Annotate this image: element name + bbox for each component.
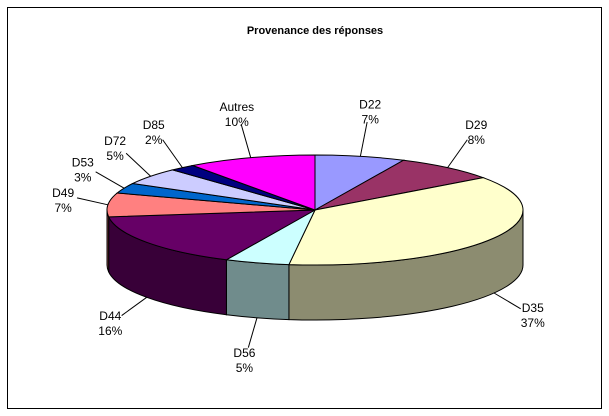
slice-label: D72 [104, 134, 126, 148]
slice-side [225, 259, 290, 321]
leader-line [162, 139, 183, 168]
value-label: 7% [362, 113, 380, 127]
slice-label: D29 [465, 118, 487, 132]
chart-title: Provenance des réponses [247, 25, 383, 37]
leader-line [359, 121, 368, 157]
leader-line [447, 139, 468, 168]
slice-label: D35 [522, 301, 544, 315]
value-label: 5% [236, 361, 254, 375]
value-label: 37% [521, 316, 545, 330]
slice-label: D22 [359, 98, 381, 112]
value-label: 16% [98, 324, 122, 338]
leader-line [493, 292, 521, 310]
slice-label: D56 [233, 346, 255, 360]
value-label: 8% [468, 133, 486, 147]
leader-line [121, 296, 148, 316]
slice-label: D44 [99, 309, 121, 323]
slice-label: D85 [143, 118, 165, 132]
slice-label: Autres [219, 100, 254, 114]
value-label: 2% [145, 133, 163, 147]
slice [288, 177, 524, 266]
leader-line [95, 171, 125, 189]
slice-label: D53 [72, 155, 94, 169]
slice [314, 159, 486, 211]
leader-line [247, 317, 258, 348]
leader-line [240, 124, 252, 158]
value-label: 3% [74, 170, 92, 184]
leader-line [76, 197, 109, 206]
slice-label: D49 [52, 186, 74, 200]
slice-side [106, 209, 110, 273]
value-label: 7% [54, 201, 72, 215]
value-label: 5% [106, 149, 124, 163]
slice [190, 154, 316, 211]
value-label: 10% [225, 115, 249, 129]
slice [107, 209, 316, 261]
leader-line [125, 152, 151, 177]
